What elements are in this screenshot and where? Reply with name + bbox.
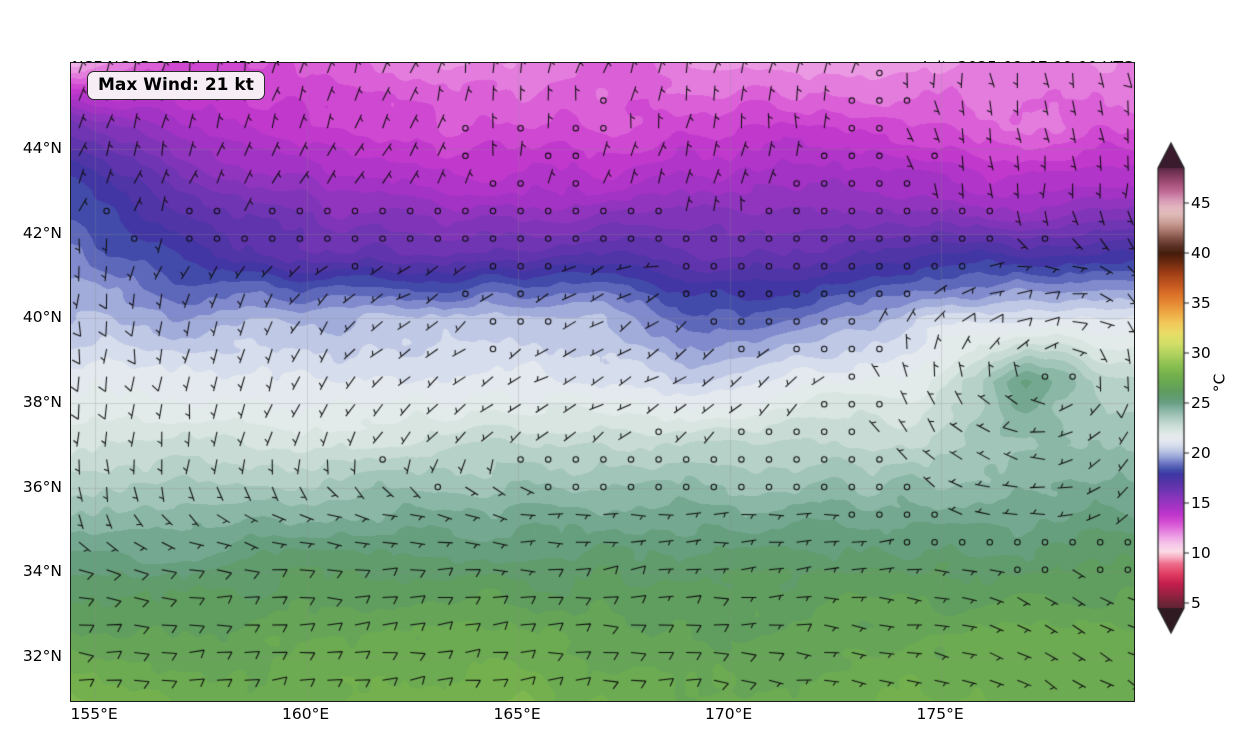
colorbar-tick-label: 5 <box>1191 594 1201 612</box>
colorbar-unit-label: °C <box>1210 373 1229 393</box>
y-tick-label: 36°N <box>22 477 62 496</box>
colorbar-tick-label: 25 <box>1191 394 1211 412</box>
y-tick-label: 34°N <box>22 562 62 581</box>
colorbar-tick-label: 10 <box>1191 544 1211 562</box>
max-wind-annotation: Max Wind: 21 kt <box>87 71 265 100</box>
y-tick-label: 42°N <box>22 223 62 242</box>
y-tick-label: 44°N <box>22 138 62 157</box>
colorbar-tick-label: 45 <box>1191 194 1211 212</box>
y-tick-label: 32°N <box>22 646 62 665</box>
x-tick-label: 175°E <box>916 705 964 723</box>
y-tick-label: 38°N <box>22 392 62 411</box>
x-tick-label: 170°E <box>705 705 753 723</box>
x-tick-label: 165°E <box>493 705 541 723</box>
colorbar-tick-label: 40 <box>1191 244 1211 262</box>
wind-barbs-canvas <box>71 63 1134 701</box>
map-panel: Max Wind: 21 kt <box>70 62 1135 702</box>
colorbar-tick-label: 30 <box>1191 344 1211 362</box>
colorbar-tick-label: 15 <box>1191 494 1211 512</box>
colorbar-tick-label: 20 <box>1191 444 1211 462</box>
colorbar-tick-label: 35 <box>1191 294 1211 312</box>
y-tick-label: 40°N <box>22 308 62 327</box>
x-tick-label: 160°E <box>282 705 330 723</box>
colorbar <box>1150 130 1250 670</box>
x-tick-label: 155°E <box>70 705 118 723</box>
